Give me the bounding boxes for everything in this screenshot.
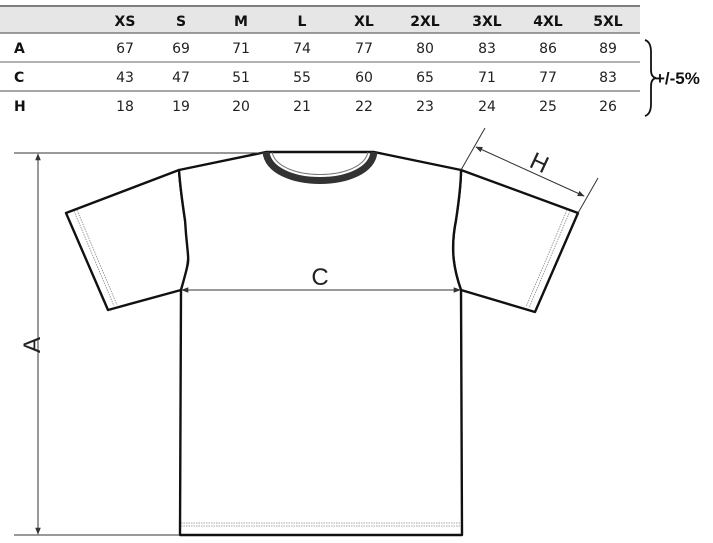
table-cell: 77 — [539, 70, 557, 86]
table-cell: 26 — [599, 99, 617, 115]
table-cell: 71 — [232, 41, 250, 57]
dimension-h-label: H — [526, 147, 553, 179]
sleeve-stitch — [73, 210, 115, 307]
row-label: C — [14, 70, 24, 86]
row-label: A — [14, 41, 25, 57]
table-cell: 18 — [116, 99, 134, 115]
sleeve-stitch — [76, 209, 118, 306]
table-cell: 80 — [416, 41, 434, 57]
column-header: 5XL — [593, 14, 623, 30]
table-cell: 21 — [293, 99, 311, 115]
table-cell: 55 — [293, 70, 311, 86]
shirt-body — [177, 150, 464, 537]
dimension-h-arrow — [475, 146, 585, 197]
table-cell: 89 — [599, 41, 617, 57]
table-cell: 20 — [232, 99, 250, 115]
brace — [644, 39, 657, 117]
column-header: XS — [115, 14, 136, 30]
table-cell: 71 — [478, 70, 496, 86]
sleeve-stitch — [528, 210, 571, 309]
column-header: S — [176, 14, 186, 30]
table-cell: 19 — [172, 99, 190, 115]
tolerance-label: +/-5% — [655, 69, 700, 88]
table-cell: 83 — [599, 70, 617, 86]
size-table: XS S M L XL 2XL 3XL 4XL 5XL A 67 69 71 74 77 80 83 86 89 C 4… — [0, 5, 640, 115]
table-cell: 65 — [416, 70, 434, 86]
table-cell: 43 — [116, 70, 134, 86]
table-cell: 47 — [172, 70, 190, 86]
tshirt-diagram — [64, 150, 580, 537]
table-cell: 67 — [116, 41, 134, 57]
table-header-bg — [0, 7, 640, 33]
column-header: 4XL — [533, 14, 563, 30]
dimension-a-label: A — [19, 337, 46, 353]
extension-line-h — [460, 127, 486, 171]
dimension-c-label: C — [311, 264, 328, 291]
table-cell: 83 — [478, 41, 496, 57]
left-sleeve — [64, 168, 190, 312]
table-cell: 51 — [232, 70, 250, 86]
column-header: XL — [354, 14, 374, 30]
table-cell: 23 — [416, 99, 434, 115]
table-cell: 69 — [172, 41, 190, 57]
extension-line-h — [577, 177, 599, 214]
table-cell: 77 — [355, 41, 373, 57]
table-cell: 60 — [355, 70, 373, 86]
collar-inner — [271, 151, 369, 175]
collar — [262, 151, 378, 184]
table-cell: 22 — [355, 99, 373, 115]
table-cell: 74 — [293, 41, 311, 57]
table-cell: 24 — [478, 99, 496, 115]
table-cell: 86 — [539, 41, 557, 57]
right-sleeve — [451, 168, 580, 314]
column-header: L — [298, 14, 307, 30]
row-label: H — [14, 99, 26, 115]
column-header: 2XL — [410, 14, 440, 30]
column-header: M — [234, 14, 248, 30]
column-header: 3XL — [472, 14, 502, 30]
table-cell: 25 — [539, 99, 557, 115]
sleeve-stitch — [525, 209, 568, 308]
